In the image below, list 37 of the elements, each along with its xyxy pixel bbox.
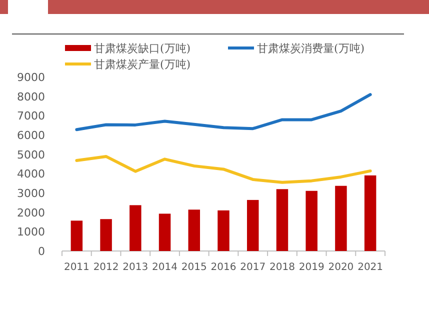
bar — [130, 205, 142, 251]
bar — [158, 214, 171, 251]
bar — [246, 200, 259, 251]
bar — [188, 210, 200, 251]
y-tick-label: 3000 — [17, 187, 45, 200]
bar — [276, 189, 288, 251]
x-tick-label: 2014 — [152, 262, 178, 273]
y-tick-label: 2000 — [17, 206, 45, 220]
y-tick-label: 5000 — [17, 148, 45, 162]
bar — [364, 175, 376, 251]
bar — [335, 186, 347, 251]
legend-label: 甘肃煤炭消费量(万吨) — [257, 42, 365, 55]
y-tick-label: 8000 — [17, 90, 45, 104]
x-tick-label: 2018 — [270, 262, 295, 273]
y-tick-label: 7000 — [17, 110, 45, 123]
line-series — [75, 154, 372, 184]
x-tick-label: 2015 — [181, 262, 207, 273]
legend-label: 甘肃煤炭缺口(万吨) — [94, 42, 191, 55]
bar — [306, 190, 318, 251]
line-series — [75, 93, 372, 132]
x-tick-label: 2012 — [93, 262, 119, 273]
x-tick-label: 2017 — [240, 262, 266, 273]
x-tick-label: 2016 — [210, 262, 236, 273]
x-tick-label: 2011 — [64, 262, 90, 273]
y-tick-label: 9000 — [17, 71, 45, 84]
x-tick-label: 2020 — [328, 262, 354, 273]
y-tick-label: 0 — [38, 245, 45, 258]
y-tick-label: 1000 — [17, 226, 45, 239]
y-tick-label: 6000 — [17, 129, 45, 142]
x-tick-label: 2019 — [298, 262, 324, 273]
x-tick-label: 2021 — [358, 262, 384, 273]
bar — [70, 220, 83, 251]
y-tick-label: 4000 — [17, 168, 45, 181]
bar — [100, 219, 112, 251]
bar — [218, 210, 230, 251]
x-tick-label: 2013 — [122, 262, 148, 273]
legend-label: 甘肃煤炭产量(万吨) — [94, 58, 191, 71]
